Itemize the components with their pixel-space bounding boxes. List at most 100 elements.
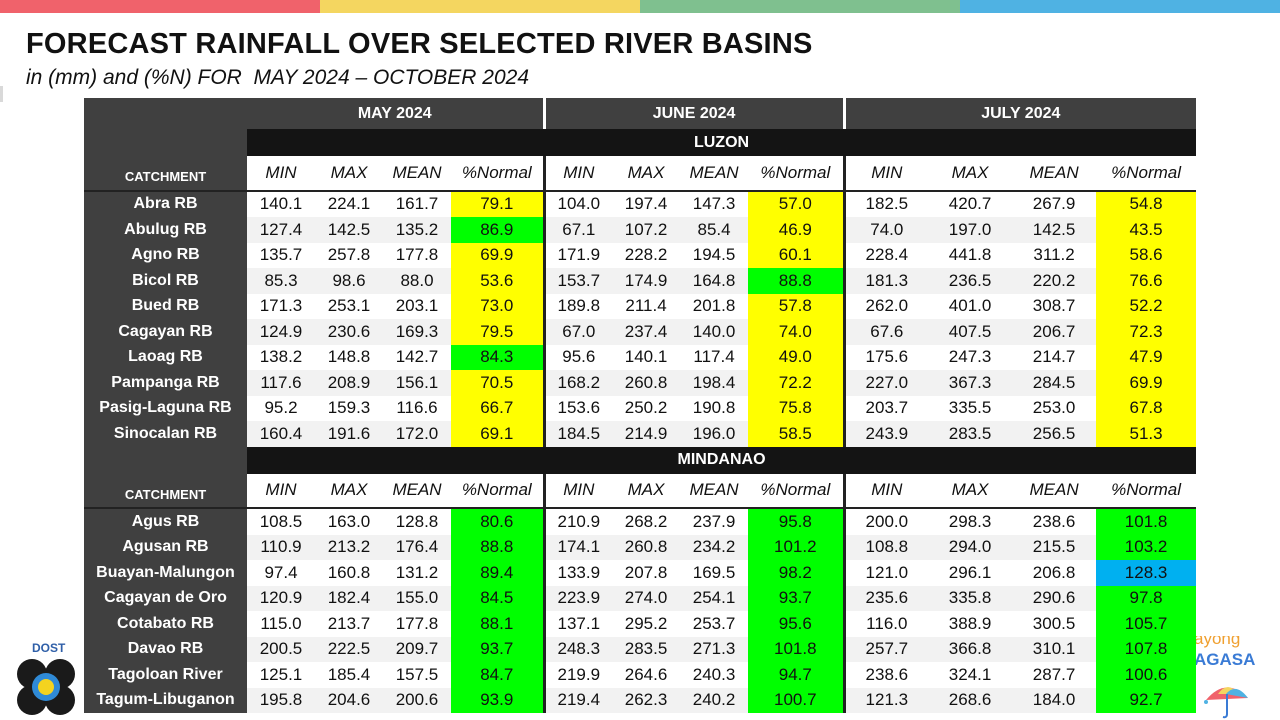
cell-mean: 253.7 [680,611,749,637]
cell-pct: 89.4 [451,560,545,586]
month-header-june: JUNE 2024 [544,98,846,129]
catchment-header: CATCHMENT [84,156,247,192]
catchment-name: Pampanga RB [84,370,247,396]
cell-max: 159.3 [315,395,383,421]
cell-max: 174.9 [612,268,681,294]
column-header-max: MAX [612,473,681,509]
table-row: Pampanga RB 117.6 208.9 156.1 70.5 168.2 260.8… [84,370,1197,396]
cell-mean: 147.3 [680,190,749,217]
cell-max: 296.1 [928,560,1013,586]
cell-mean: 220.2 [1012,268,1097,294]
cell-max: 204.6 [315,687,383,713]
cell-mean: 116.6 [383,395,451,421]
cell-max: 388.9 [928,611,1013,637]
cell-min: 189.8 [542,293,613,319]
cell-pct: 100.6 [1096,662,1197,688]
cell-max: 262.3 [612,687,681,713]
cell-pct: 94.7 [748,662,845,688]
cell-pct: 103.2 [1096,534,1197,560]
cell-min: 97.4 [247,560,315,586]
cell-mean: 253.0 [1012,395,1097,421]
cell-mean: 177.8 [383,242,451,268]
cell-pct: 52.2 [1096,293,1197,319]
cell-mean: 209.7 [383,636,451,662]
region-row: MINDANAO [84,446,1197,474]
cell-pct: 75.8 [748,395,845,421]
cell-max: 441.8 [928,242,1013,268]
cell-min: 124.9 [247,319,315,345]
cell-mean: 206.7 [1012,319,1097,345]
cell-pct: 88.1 [451,611,545,637]
cell-max: 420.7 [928,190,1013,217]
cell-pct: 84.3 [451,344,545,370]
cell-mean: 310.1 [1012,636,1097,662]
cell-min: 110.9 [247,534,315,560]
cell-pct: 66.7 [451,395,545,421]
catchment-name: Davao RB [84,636,247,662]
cell-pct: 93.9 [451,687,545,713]
column-header-pct: %Normal [1096,473,1197,509]
cell-min: 257.7 [842,636,929,662]
cell-max: 224.1 [315,190,383,217]
top-bar-yellow [320,0,640,13]
cell-min: 135.7 [247,242,315,268]
cell-min: 210.9 [542,508,613,535]
table-row: Bicol RB 85.3 98.6 88.0 53.6 153.7 174.9 164.8 8… [84,268,1197,294]
table-row: Laoag RB 138.2 148.8 142.7 84.3 95.6 140.1 117.… [84,344,1197,370]
region-title: LUZON [247,129,1197,156]
cell-max: 197.0 [928,217,1013,243]
cell-max: 197.4 [612,190,681,217]
catchment-name: Cagayan RB [84,319,247,345]
cell-pct: 93.7 [451,636,545,662]
top-bar-red [0,0,320,13]
cell-max: 260.8 [612,534,681,560]
cell-max: 274.0 [612,585,681,611]
table-row: Agusan RB 110.9 213.2 176.4 88.8 174.1 260.8 23… [84,534,1197,560]
cell-mean: 194.5 [680,242,749,268]
cell-mean: 155.0 [383,585,451,611]
cell-pct: 92.7 [1096,687,1197,713]
cell-max: 260.8 [612,370,681,396]
cell-mean: 156.1 [383,370,451,396]
cell-max: 283.5 [928,421,1013,447]
cell-mean: 172.0 [383,421,451,447]
column-header-max: MAX [612,156,681,192]
cell-min: 137.1 [542,611,613,637]
cell-min: 235.6 [842,585,929,611]
catchment-name: Sinocalan RB [84,421,247,447]
catchment-name: Bued RB [84,293,247,319]
cell-max: 142.5 [315,217,383,243]
table-row: Davao RB 200.5 222.5 209.7 93.7 248.3 283.5 271… [84,636,1197,662]
cell-mean: 300.5 [1012,611,1097,637]
cell-min: 248.3 [542,636,613,662]
column-header-max: MAX [928,156,1013,192]
cell-min: 121.0 [842,560,929,586]
catchment-name: Cotabato RB [84,611,247,637]
cell-pct: 101.8 [1096,508,1197,535]
cell-mean: 234.2 [680,534,749,560]
cell-max: 401.0 [928,293,1013,319]
cell-min: 219.9 [542,662,613,688]
cell-max: 294.0 [928,534,1013,560]
cell-mean: 117.4 [680,344,749,370]
cell-pct: 53.6 [451,268,545,294]
table-body: LUZON CATCHMENT MIN MAX MEAN %Normal MIN MAX MEA… [84,129,1197,713]
cell-min: 182.5 [842,190,929,217]
region-title: MINDANAO [247,446,1197,474]
cell-pct: 51.3 [1096,421,1197,447]
cell-max: 140.1 [612,344,681,370]
cell-min: 153.6 [542,395,613,421]
cell-min: 195.8 [247,687,315,713]
cell-pct: 93.7 [748,585,845,611]
cell-pct: 69.9 [1096,370,1197,396]
cell-max: 214.9 [612,421,681,447]
cell-min: 104.0 [542,190,613,217]
page-title: FORECAST RAINFALL OVER SELECTED RIVER BA… [26,28,813,60]
catchment-name: Agus RB [84,508,247,535]
cell-pct: 43.5 [1096,217,1197,243]
column-header-min: MIN [247,156,315,192]
cell-min: 67.6 [842,319,929,345]
cell-pct: 57.0 [748,190,845,217]
table-row: Pasig-Laguna RB 95.2 159.3 116.6 66.7 153.6 25… [84,395,1197,421]
cell-pct: 88.8 [451,534,545,560]
